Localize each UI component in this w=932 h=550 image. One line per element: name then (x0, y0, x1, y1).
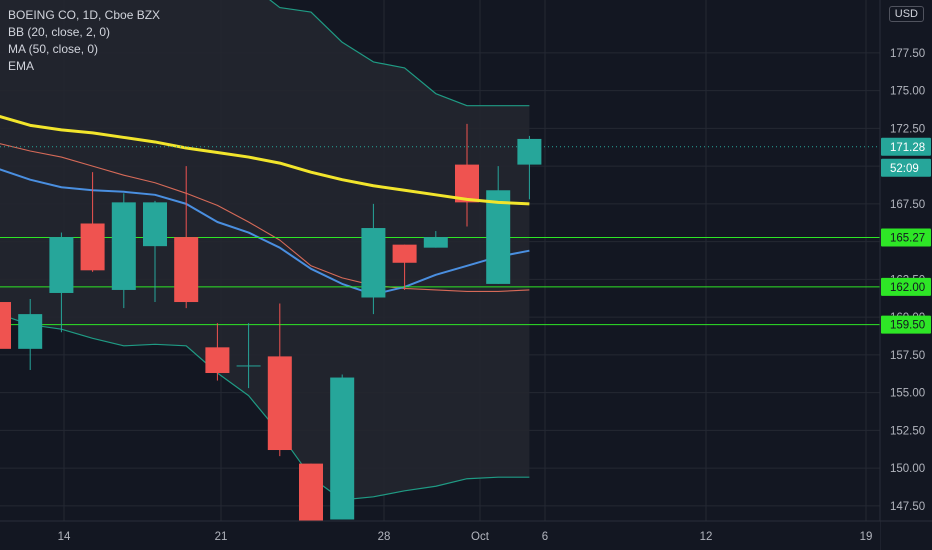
y-tick-label: 175.00 (890, 86, 925, 98)
countdown-tag-bg (881, 158, 931, 177)
candle-body[interactable] (49, 237, 74, 293)
level-tag-2: 162.00 (890, 282, 925, 294)
level-tag-1-bg (881, 228, 931, 247)
candle-body[interactable] (236, 365, 261, 367)
y-tick-label: 147.50 (890, 501, 925, 513)
ma-indicator-label[interactable]: MA (50, close, 0) (8, 42, 99, 56)
ema-indicator-label[interactable]: EMA (8, 59, 35, 73)
chart-legend: BOEING CO, 1D, Cboe BZX BB (20, close, 2… (8, 7, 160, 75)
bollinger-band-fill (0, 0, 530, 500)
last-price-tag: 171.28 (890, 142, 925, 154)
candle-body[interactable] (361, 228, 386, 298)
candle-body[interactable] (330, 377, 355, 520)
candle-body[interactable] (455, 164, 479, 203)
y-tick-label: 155.00 (890, 388, 925, 400)
candle-body[interactable] (517, 138, 542, 165)
candle-body[interactable] (18, 314, 43, 349)
x-tick-label: 19 (860, 531, 873, 543)
last-price-tag-bg (881, 137, 931, 156)
bb-indicator-label[interactable]: BB (20, close, 2, 0) (8, 25, 111, 39)
y-tick-label: 157.50 (890, 350, 925, 362)
level-tag-3: 159.50 (890, 320, 925, 332)
candle-body[interactable] (392, 244, 417, 263)
y-tick-label: 152.50 (890, 425, 925, 437)
candle-body[interactable] (486, 190, 511, 284)
y-tick-label: 150.00 (890, 463, 925, 475)
candle-body[interactable] (0, 302, 11, 349)
level-tag-2-bg (881, 277, 931, 296)
ma50-line (0, 115, 530, 206)
countdown-tag: 52:09 (890, 163, 919, 175)
x-tick-label: 6 (542, 531, 548, 543)
y-tick-label: 177.50 (890, 48, 925, 60)
ema-line (0, 143, 530, 293)
candle-body[interactable] (174, 237, 199, 303)
price-scale[interactable] (880, 0, 932, 550)
y-tick-label: 167.50 (890, 199, 925, 211)
x-tick-label: 21 (215, 531, 228, 543)
candle-body[interactable] (423, 237, 448, 248)
time-axis[interactable] (0, 521, 880, 550)
candle-body[interactable] (80, 223, 105, 271)
candle-body[interactable] (267, 356, 292, 451)
bb-basis-line (0, 168, 530, 296)
bb-upper-line (269, 0, 530, 107)
x-tick-label: 14 (58, 531, 71, 543)
bb-lower-line (0, 313, 530, 501)
candle-body[interactable] (143, 202, 167, 247)
candle-body[interactable] (205, 347, 230, 374)
y-tick-label: 172.50 (890, 123, 925, 135)
symbol-title[interactable]: BOEING CO, 1D, Cboe BZX (8, 8, 161, 22)
candle-body[interactable] (111, 202, 136, 290)
x-tick-label: Oct (471, 531, 490, 543)
currency-button[interactable]: USD (888, 6, 924, 22)
level-tag-3-bg (881, 315, 931, 334)
x-tick-label: 28 (378, 531, 391, 543)
level-tag-1: 165.27 (890, 233, 925, 245)
x-tick-label: 12 (700, 531, 713, 543)
